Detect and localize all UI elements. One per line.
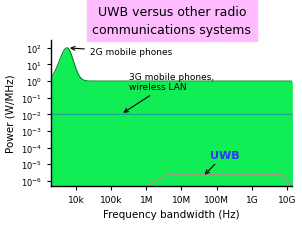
Title: UWB versus other radio
communications systems: UWB versus other radio communications sy… [92,6,251,36]
Text: 3G mobile phones,
wireless LAN: 3G mobile phones, wireless LAN [124,73,214,113]
Text: 2G mobile phones: 2G mobile phones [71,47,172,57]
Text: UWB: UWB [205,150,239,174]
X-axis label: Frequency bandwidth (Hz): Frequency bandwidth (Hz) [104,209,240,219]
Y-axis label: Power (W/MHz): Power (W/MHz) [5,74,16,152]
